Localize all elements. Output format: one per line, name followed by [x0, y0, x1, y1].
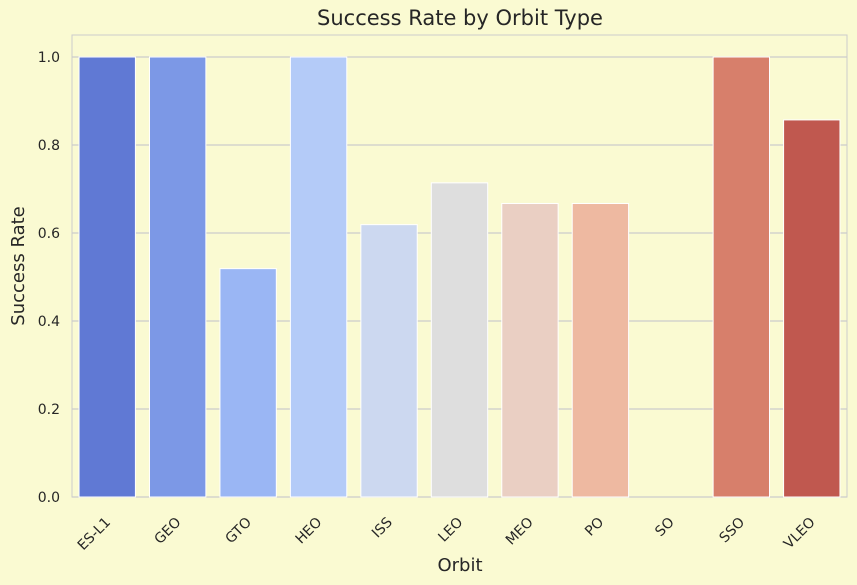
bar-po	[571, 203, 630, 498]
x-tick-label: ES-L1	[75, 515, 114, 554]
y-tick-label: 0.6	[38, 226, 60, 242]
y-tick-label: 0.0	[38, 490, 60, 506]
x-tick-label: GTO	[222, 515, 254, 547]
chart-title: Success Rate by Orbit Type	[317, 6, 603, 30]
bar-iss	[360, 224, 418, 498]
x-tick-label: GEO	[151, 515, 184, 548]
bar-leo	[430, 182, 489, 498]
x-tick-label: SO	[652, 515, 677, 540]
x-tick-labels: ES-L1 GEO GTO HEO ISS LEO MEO PO SO SSO VLEO	[75, 514, 819, 553]
x-tick-label: VLEO	[781, 515, 819, 553]
y-tick-labels: 0.0 0.2 0.4 0.6 0.8 1.0	[38, 50, 60, 506]
bar-sso	[712, 56, 770, 498]
x-tick-label: SSO	[716, 515, 748, 547]
x-tick-label: MEO	[503, 515, 537, 549]
bar-vleo	[783, 119, 841, 498]
x-axis-title: Orbit	[437, 555, 482, 576]
x-tick-label: PO	[582, 515, 607, 540]
bar-heo	[289, 56, 348, 498]
y-tick-label: 1.0	[38, 50, 60, 66]
x-tick-label: ISS	[369, 514, 396, 541]
bar-es-l1	[78, 56, 136, 498]
bars	[78, 56, 841, 498]
y-tick-label: 0.8	[38, 138, 60, 154]
x-tick-label: HEO	[293, 515, 326, 548]
bar-gto	[219, 268, 277, 498]
bar-meo	[501, 203, 559, 498]
y-axis-title: Success Rate	[8, 206, 29, 325]
y-tick-label: 0.4	[38, 314, 60, 330]
bar-geo	[149, 56, 207, 498]
x-tick-label: LEO	[435, 515, 466, 546]
y-tick-label: 0.2	[38, 402, 60, 418]
